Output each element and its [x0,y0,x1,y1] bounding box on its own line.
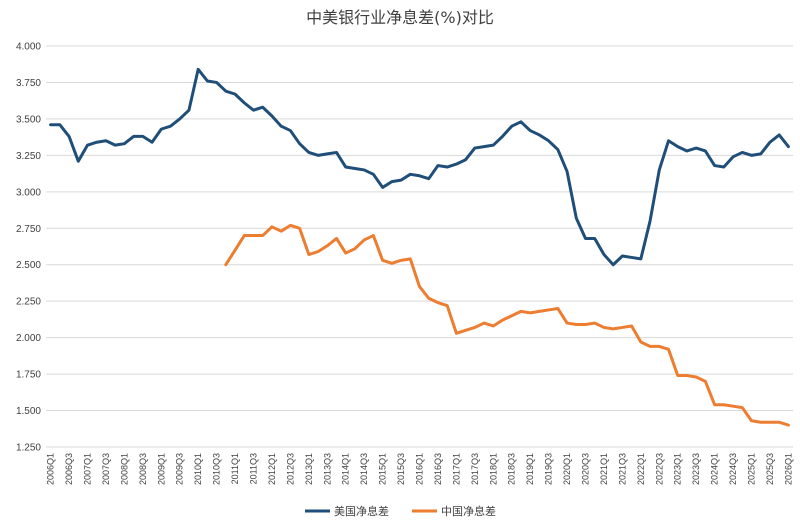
x-tick-label: 2026Q1 [783,453,793,485]
gridlines [46,45,793,448]
x-tick-label: 2014Q1 [341,453,351,485]
y-tick-label: 1.750 [16,370,41,381]
x-tick-label: 2006Q1 [46,453,56,485]
x-tick-label: 2008Q3 [138,453,148,485]
x-tick-label: 2013Q1 [304,453,314,485]
x-tick-label: 2016Q3 [433,453,443,485]
y-tick-label: 2.000 [16,333,41,344]
x-tick-label: 2009Q3 [175,453,185,485]
x-tick-label: 2012Q3 [285,453,295,485]
x-tick-label: 2016Q1 [415,453,425,485]
y-tick-label: 2.500 [16,260,41,271]
x-tick-label: 2011Q3 [249,453,259,484]
x-tick-label: 2025Q3 [765,453,775,485]
x-tick-label: 2019Q3 [544,453,554,485]
x-tick-label: 2022Q1 [636,453,646,485]
x-tick-label: 2024Q1 [710,453,720,485]
x-tick-label: 2021Q1 [599,453,609,485]
x-tick-label: 2023Q1 [673,453,683,485]
x-tick-label: 2011Q1 [230,453,240,484]
watermark: 雪球：汤诗语 [640,489,760,513]
x-tick-label: 2019Q1 [525,453,535,485]
x-tick-label: 2006Q3 [64,453,74,485]
series-line-us [49,67,790,267]
legend-label-us: 美国净息差 [334,504,389,518]
x-tick-label: 2018Q1 [488,453,498,485]
x-tick-label: 2013Q3 [322,453,332,485]
y-tick-label: 1.250 [16,443,41,454]
x-tick-label: 2015Q1 [378,453,388,485]
x-tick-label: 2015Q3 [396,453,406,485]
x-tick-label: 2020Q3 [581,453,591,485]
x-tick-label: 2012Q1 [267,453,277,485]
y-tick-label: 3.500 [16,114,41,125]
x-tick-label: 2018Q3 [507,453,517,485]
x-tick-label: 2023Q3 [691,453,701,485]
y-tick-label: 1.500 [16,406,41,417]
x-tick-label: 2025Q1 [747,453,757,485]
x-tick-label: 2020Q1 [562,453,572,485]
y-tick-label: 3.000 [16,187,41,198]
x-axis-ticks: 2006Q1 2006Q3 2007Q1 2007Q3 2008Q1 2008Q3 2009… [46,453,794,485]
y-tick-label: 2.750 [16,224,41,235]
y-tick-label: 3.250 [16,151,41,162]
x-tick-label: 2021Q3 [617,453,627,485]
chart-title: 中美银行业净息差(%)对比 [306,8,494,27]
x-tick-label: 2007Q1 [83,453,93,485]
y-tick-label: 4.000 [16,42,41,53]
legend-label-cn: 中国净息差 [441,504,496,518]
x-tick-label: 2022Q3 [654,453,664,485]
legend: 美国净息差 中国净息差 [305,504,496,518]
x-tick-label: 2024Q3 [728,453,738,485]
series-lines [49,67,790,427]
x-tick-label: 2008Q1 [119,453,129,485]
series-line-cn [224,223,790,427]
y-tick-label: 2.250 [16,297,41,308]
x-tick-label: 2017Q1 [451,453,461,485]
y-tick-label: 3.750 [16,78,41,89]
y-axis-ticks: 1.250 1.500 1.750 2.000 2.250 2.500 2.750 3.000… [16,42,41,454]
x-tick-label: 2009Q1 [156,453,166,485]
x-tick-label: 2014Q3 [359,453,369,485]
x-tick-label: 2010Q3 [212,453,222,485]
x-tick-label: 2017Q3 [470,453,480,485]
x-tick-label: 2007Q3 [101,453,111,485]
x-tick-label: 2010Q1 [193,453,203,485]
